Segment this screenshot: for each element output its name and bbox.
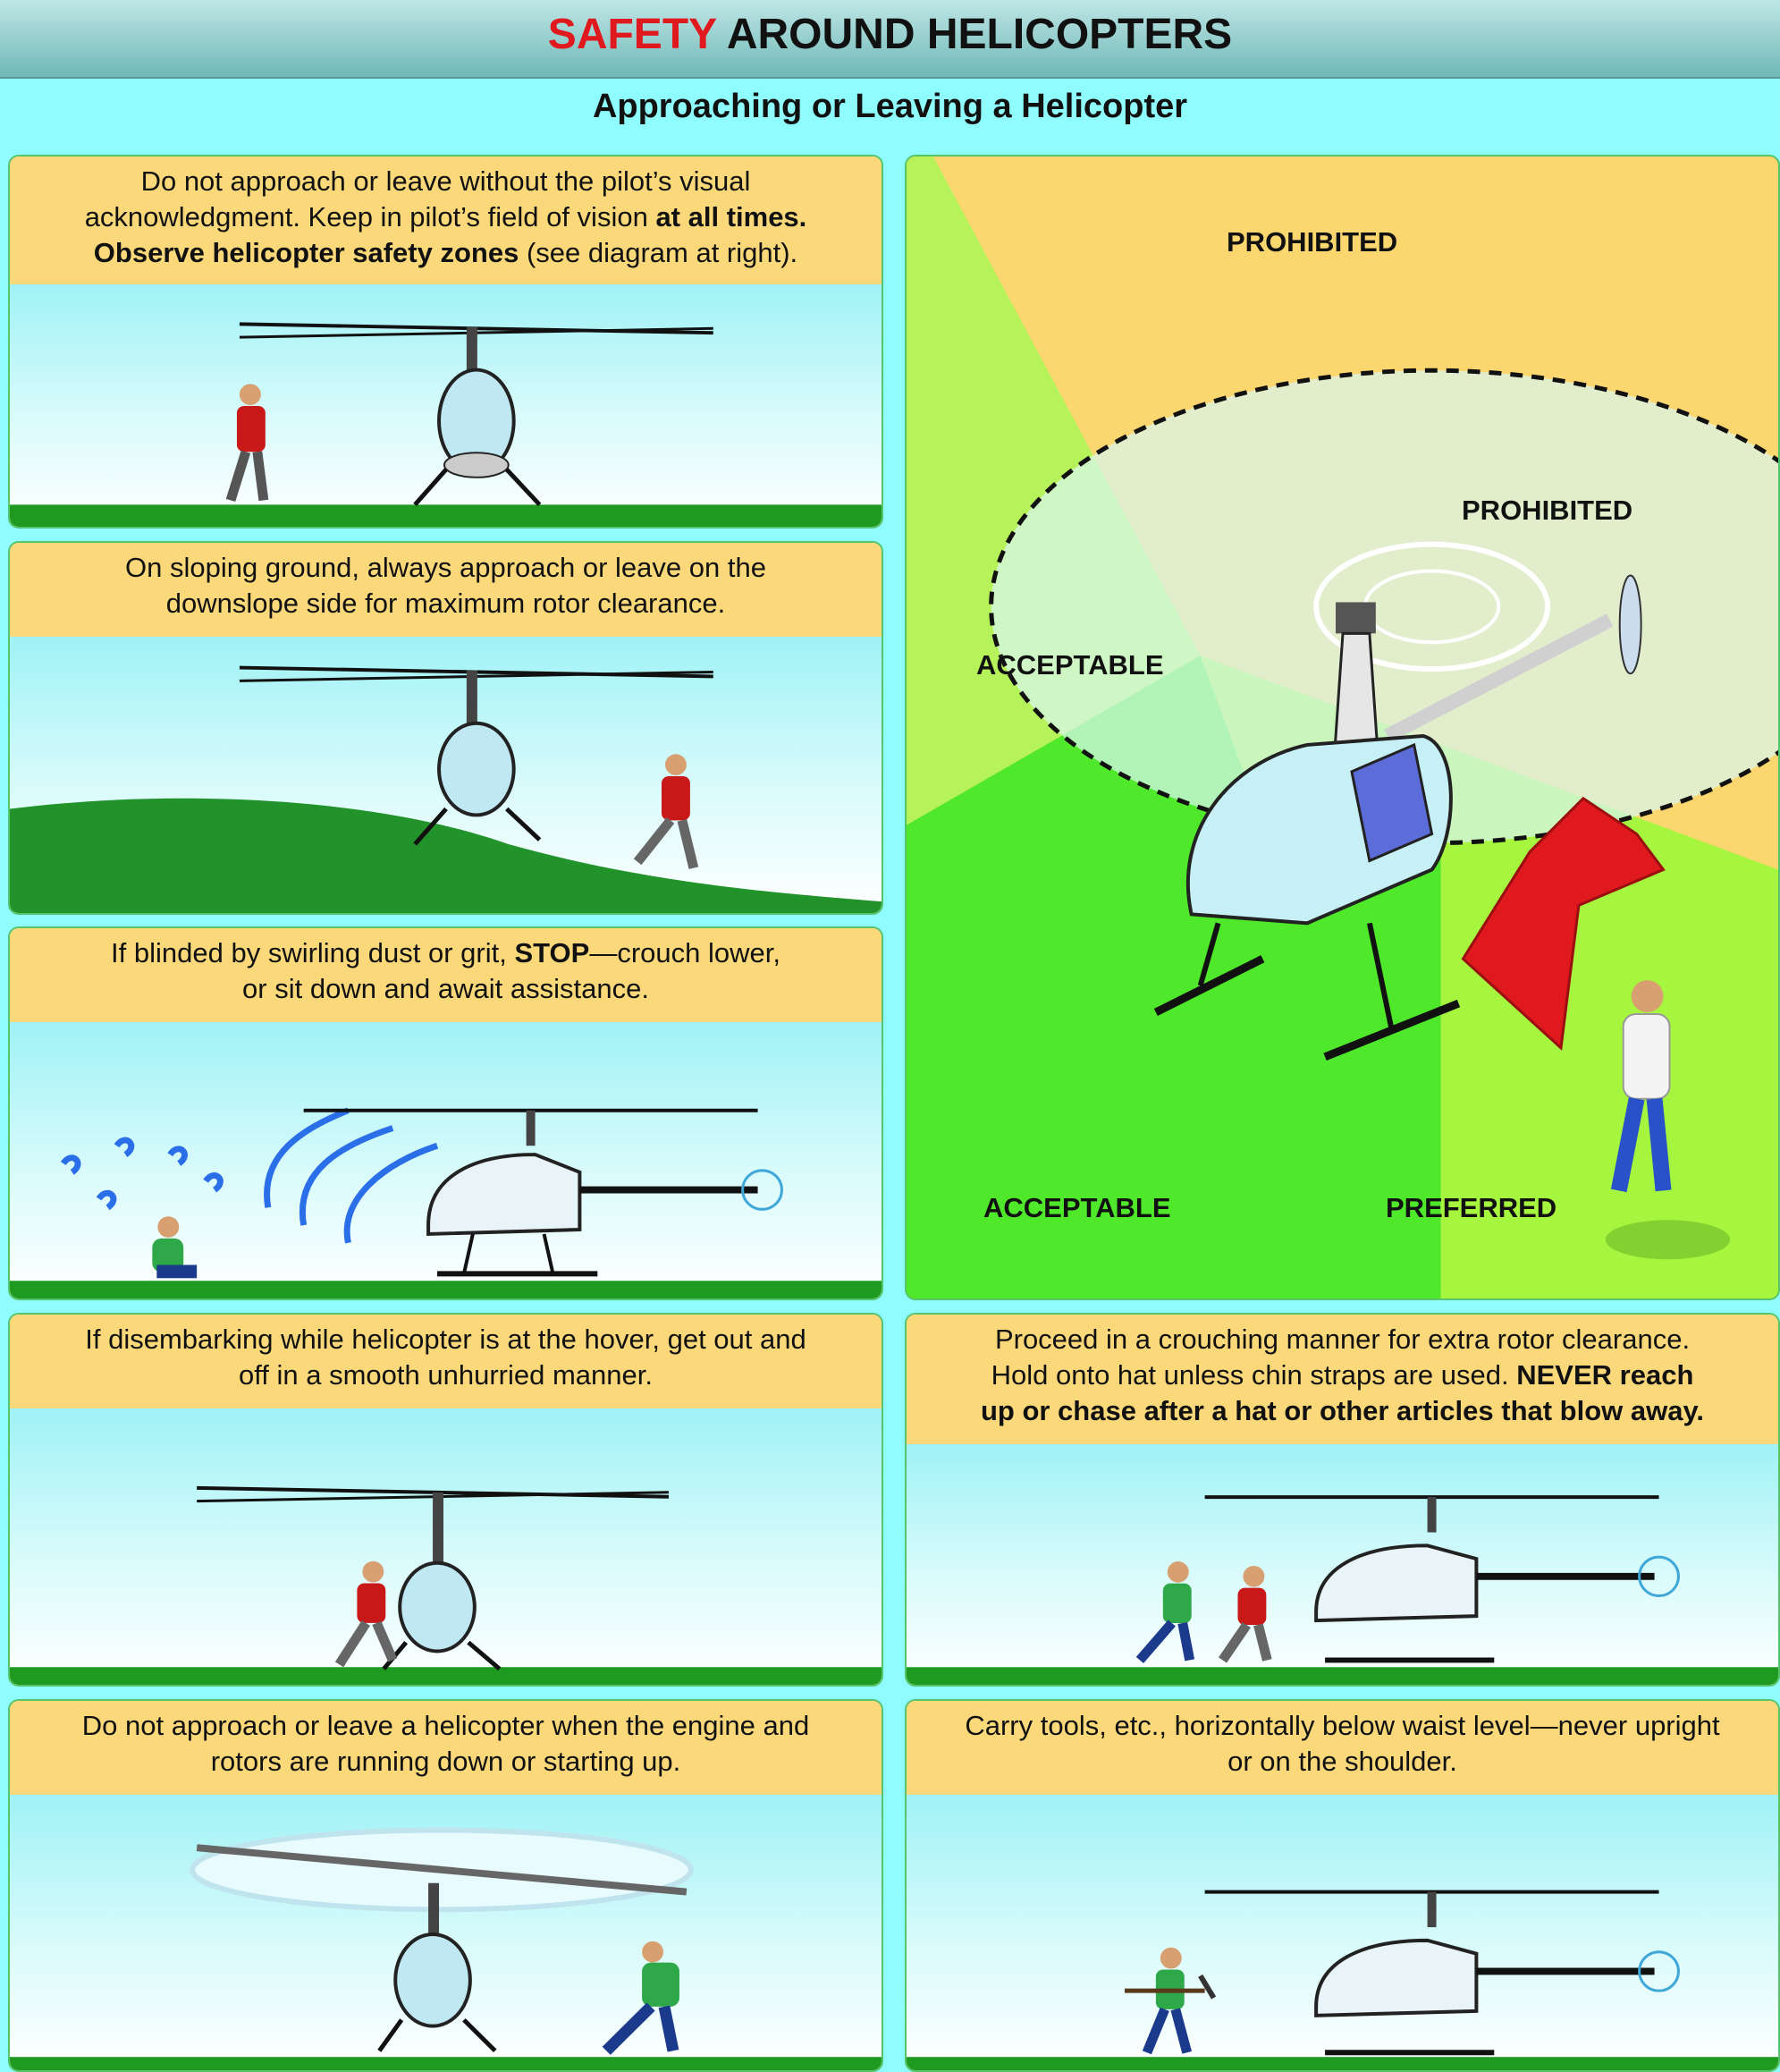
direction-arrow-icon <box>1461 796 1666 1051</box>
caption: Carry tools, etc., horizontally below wa… <box>907 1701 1778 1795</box>
panel-hover-disembark: If disembarking while helicopter is at t… <box>8 1313 883 1687</box>
ground <box>10 2057 882 2070</box>
caption: Do not approach or leave a helicopter wh… <box>10 1701 882 1795</box>
person-crouching-walk-icon <box>1219 1565 1272 1663</box>
panel-carry-tools: Carry tools, etc., horizontally below wa… <box>905 1699 1780 2072</box>
caption-line: If blinded by swirling dust or grit, STO… <box>10 935 882 971</box>
person-holding-hat-icon <box>1135 1561 1195 1663</box>
illustration-hover <box>10 1408 882 1685</box>
caption-line: Do not approach or leave a helicopter wh… <box>81 1710 810 1741</box>
safety-zone-diagram: PROHIBITED PROHIBITED ACCEPTABLE ACCEPTA… <box>905 155 1780 1300</box>
caption: If disembarking while helicopter is at t… <box>10 1315 882 1408</box>
caption-text: Hold onto hat unless chin straps are use… <box>991 1359 1517 1391</box>
illustration-slope <box>10 637 882 913</box>
caption-line: downslope side for maximum rotor clearan… <box>165 588 726 619</box>
person-ducking-icon <box>602 1941 679 2055</box>
illustration-crouching <box>907 1444 1778 1685</box>
panel-running-down: Do not approach or leave a helicopter wh… <box>8 1699 883 2072</box>
caption-line: Proceed in a crouching manner for extra … <box>994 1324 1691 1355</box>
panel-swirling-dust: If blinded by swirling dust or grit, STO… <box>8 926 883 1300</box>
ground <box>10 1281 882 1298</box>
panel-pilot-acknowledgment: Do not approach or leave without the pil… <box>8 155 883 529</box>
caption-line: rotors are running down or starting up. <box>210 1746 681 1777</box>
person-walking-icon <box>225 384 269 503</box>
helicopter-side-icon <box>303 1108 783 1277</box>
caption-emphasis: STOP <box>514 937 590 968</box>
zone-label-prohibited-rotor: PROHIBITED <box>1462 495 1633 526</box>
page-subtitle: Approaching or Leaving a Helicopter <box>592 88 1188 125</box>
zone-label-preferred: PREFERRED <box>1386 1192 1557 1223</box>
caption-emphasis: at all times. <box>655 201 807 233</box>
caption: Proceed in a crouching manner for extra … <box>907 1315 1778 1444</box>
caption-emphasis: up or chase after a hat or other article… <box>980 1395 1705 1426</box>
ground <box>907 2057 1778 2070</box>
caption-line: Carry tools, etc., horizontally below wa… <box>965 1710 1720 1741</box>
caption-emphasis: NEVER reach <box>1516 1359 1694 1391</box>
caption-line: Observe helicopter safety zones (see dia… <box>10 235 882 271</box>
person-walking-icon <box>633 754 699 869</box>
illustration-rotor-blur <box>10 1795 882 2070</box>
person-crouching-icon <box>152 1216 198 1279</box>
helicopter-three-quarter-icon <box>1153 574 1642 1061</box>
caption-line: off in a smooth unhurried manner. <box>239 1359 653 1391</box>
caption-line: up or chase after a hat or other article… <box>907 1393 1778 1429</box>
illustration-dust <box>10 1022 882 1298</box>
title-bar: SAFETY AROUND HELICOPTERS <box>0 0 1780 79</box>
caption-line: or on the shoulder. <box>1227 1746 1457 1777</box>
caption: On sloping ground, always approach or le… <box>10 543 882 637</box>
slope-ground <box>10 798 882 913</box>
panel-crouching-manner: Proceed in a crouching manner for extra … <box>905 1313 1780 1687</box>
ground <box>907 1667 1778 1685</box>
person-approaching-icon <box>1605 980 1731 1260</box>
caption-line: If disembarking while helicopter is at t… <box>85 1324 806 1355</box>
caption-text: If blinded by swirling dust or grit, <box>111 937 515 968</box>
ground <box>10 1667 882 1685</box>
helicopter-front-icon <box>377 1882 497 2053</box>
caption: Do not approach or leave without the pil… <box>10 156 882 284</box>
dust-swirl-icon <box>60 1107 439 1244</box>
title-accent: SAFETY <box>547 11 717 58</box>
title-rest: AROUND HELICOPTERS <box>716 11 1233 58</box>
caption-line: or sit down and await assistance. <box>242 973 649 1004</box>
zone-label-acceptable-upper: ACCEPTABLE <box>976 649 1164 681</box>
caption-line: acknowledgment. Keep in pilot’s field of… <box>10 199 882 235</box>
zone-label-acceptable-lower: ACCEPTABLE <box>983 1192 1171 1223</box>
illustration-approach <box>10 284 882 527</box>
panel-sloping-ground: On sloping ground, always approach or le… <box>8 541 883 915</box>
caption: If blinded by swirling dust or grit, STO… <box>10 928 882 1022</box>
caption-text: acknowledgment. Keep in pilot’s field of… <box>84 201 656 233</box>
caption-line: Hold onto hat unless chin straps are use… <box>907 1357 1778 1393</box>
caption-text: —crouch lower, <box>589 937 780 968</box>
helicopter-front-icon <box>197 1485 670 1671</box>
zone-label-prohibited-front: PROHIBITED <box>1227 226 1398 258</box>
caption-emphasis: Observe helicopter safety zones <box>93 237 519 268</box>
page-title: SAFETY AROUND HELICOPTERS <box>0 0 1780 70</box>
helicopter-side-icon <box>1204 1495 1680 1663</box>
person-stepping-icon <box>334 1560 398 1668</box>
ground <box>10 504 882 527</box>
helicopter-front-icon <box>239 665 713 846</box>
illustration-tools <box>907 1795 1778 2070</box>
helicopter-side-icon <box>1204 1890 1680 2056</box>
caption-text: (see diagram at right). <box>519 237 798 268</box>
person-carrying-tool-icon <box>1124 1947 1217 2055</box>
caption-line: Do not approach or leave without the pil… <box>140 165 751 197</box>
helicopter-front-icon <box>239 322 713 507</box>
caption-line: On sloping ground, always approach or le… <box>125 552 766 583</box>
